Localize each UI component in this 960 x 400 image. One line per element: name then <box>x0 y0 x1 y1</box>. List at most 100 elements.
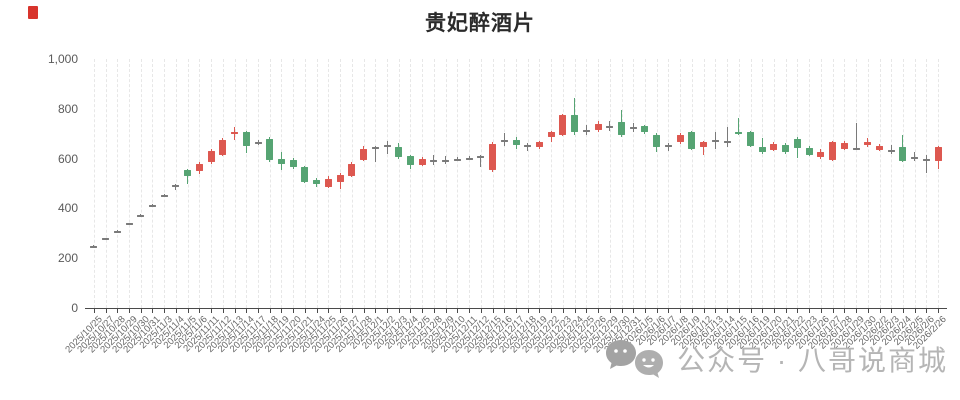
candle-body[interactable] <box>184 169 192 177</box>
candle-body[interactable] <box>641 126 649 133</box>
candle-body[interactable] <box>383 144 391 147</box>
x-tick <box>938 309 940 313</box>
gridline <box>387 59 388 308</box>
gridline <box>234 59 236 308</box>
candle-body[interactable] <box>195 164 203 172</box>
candle-body[interactable] <box>301 167 309 182</box>
candle-body[interactable] <box>137 214 145 217</box>
candle-body[interactable] <box>406 156 414 165</box>
x-tick <box>809 309 811 313</box>
candle-wick <box>914 152 916 162</box>
candle-body[interactable] <box>207 150 215 163</box>
candle-body[interactable] <box>172 184 180 187</box>
candle-body[interactable] <box>899 147 907 162</box>
candle-body[interactable] <box>160 194 168 197</box>
candle-body[interactable] <box>606 126 614 129</box>
candle-body[interactable] <box>289 159 297 168</box>
x-tick <box>598 309 600 313</box>
candle-body[interactable] <box>653 134 661 148</box>
plot-area[interactable] <box>88 59 944 308</box>
x-tick <box>340 309 342 313</box>
candle-body[interactable] <box>911 156 919 159</box>
candle-body[interactable] <box>582 129 590 132</box>
gridline <box>621 59 623 308</box>
candle-body[interactable] <box>817 151 825 157</box>
candle-body[interactable] <box>512 139 520 145</box>
gridline <box>469 59 471 308</box>
gridline <box>433 59 435 308</box>
x-tick <box>562 309 564 313</box>
candle-body[interactable] <box>547 132 555 138</box>
candle-body[interactable] <box>277 158 285 164</box>
candle-body[interactable] <box>676 134 684 143</box>
candle-wick <box>667 143 669 152</box>
x-tick <box>797 309 799 313</box>
gridline <box>410 59 412 308</box>
candle-body[interactable] <box>313 179 321 185</box>
candle-body[interactable] <box>254 142 262 145</box>
candle-body[interactable] <box>102 238 110 241</box>
x-tick <box>187 309 189 313</box>
candle-body[interactable] <box>618 122 626 135</box>
candle-wick <box>925 154 927 174</box>
gridline <box>609 59 611 308</box>
candle-body[interactable] <box>887 149 895 152</box>
candle-body[interactable] <box>852 147 860 150</box>
candle-body[interactable] <box>430 159 438 162</box>
candle-body[interactable] <box>864 142 872 145</box>
candle-body[interactable] <box>489 143 497 170</box>
candle-body[interactable] <box>442 159 450 162</box>
candle-body[interactable] <box>723 141 731 144</box>
candle-body[interactable] <box>348 163 356 177</box>
candle-body[interactable] <box>477 156 485 159</box>
gridline <box>832 59 834 308</box>
candle-body[interactable] <box>594 123 602 130</box>
candle-body[interactable] <box>535 142 543 148</box>
candle-body[interactable] <box>219 139 227 155</box>
candle-body[interactable] <box>336 174 344 182</box>
gridline <box>164 59 166 308</box>
candle-body[interactable] <box>324 178 332 187</box>
x-tick <box>258 309 260 313</box>
candle-body[interactable] <box>125 223 133 226</box>
candle-body[interactable] <box>242 132 250 147</box>
gridline <box>914 59 916 308</box>
gridline <box>211 59 213 308</box>
candle-body[interactable] <box>829 141 837 161</box>
candle-body[interactable] <box>266 138 274 160</box>
candle-body[interactable] <box>770 143 778 150</box>
candle-body[interactable] <box>711 139 719 142</box>
candle-body[interactable] <box>688 132 696 149</box>
candle-body[interactable] <box>500 139 508 142</box>
gridline <box>457 59 459 308</box>
candle-body[interactable] <box>360 148 368 160</box>
candle-body[interactable] <box>793 138 801 148</box>
candle-body[interactable] <box>922 159 930 162</box>
gridline <box>644 59 646 308</box>
candle-body[interactable] <box>524 144 532 147</box>
candle-body[interactable] <box>700 142 708 148</box>
candle-body[interactable] <box>559 115 567 135</box>
candle-body[interactable] <box>664 144 672 147</box>
candle-body[interactable] <box>148 204 156 207</box>
candle-body[interactable] <box>231 132 239 135</box>
candle-body[interactable] <box>735 132 743 135</box>
candle-body[interactable] <box>465 157 473 160</box>
x-tick <box>926 309 928 313</box>
candle-body[interactable] <box>782 144 790 152</box>
candle-body[interactable] <box>805 147 813 155</box>
candle-body[interactable] <box>453 158 461 161</box>
candle-body[interactable] <box>90 245 98 248</box>
candle-body[interactable] <box>934 147 942 162</box>
x-tick <box>199 309 201 313</box>
candle-body[interactable] <box>840 142 848 149</box>
candle-body[interactable] <box>395 147 403 158</box>
candle-body[interactable] <box>747 132 755 147</box>
candle-body[interactable] <box>758 146 766 152</box>
candle-body[interactable] <box>876 146 883 150</box>
candle-body[interactable] <box>629 127 637 130</box>
candle-body[interactable] <box>113 230 121 233</box>
candle-body[interactable] <box>571 115 579 133</box>
candle-body[interactable] <box>371 147 379 150</box>
candle-body[interactable] <box>418 158 426 165</box>
